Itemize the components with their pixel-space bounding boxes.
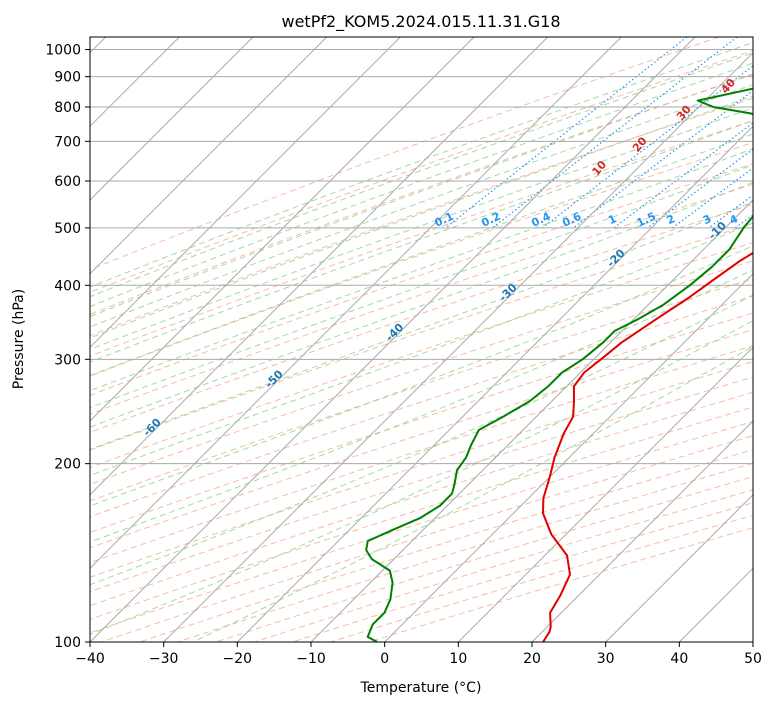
- x-tick-label: −30: [149, 651, 179, 667]
- chart-title: wetPf2_KOM5.2024.015.11.31.G18: [281, 12, 560, 32]
- x-tick-label: 30: [597, 651, 615, 667]
- x-axis: −40 −30 −20 −10 0 10 20 30 40 50: [75, 642, 762, 667]
- isotherm-line: [90, 37, 696, 642]
- x-tick-label: 20: [523, 651, 541, 667]
- isotherm-line: [90, 37, 475, 422]
- y-axis-label: Pressure (hPa): [11, 289, 27, 389]
- dewpoint-line: [365, 87, 753, 642]
- isotherm-line: [90, 37, 622, 570]
- dry-adiabat-line: [90, 183, 753, 415]
- moist-adiabat-line: [90, 181, 753, 428]
- isotherm-line: [90, 37, 254, 201]
- x-axis-label: Temperature (°C): [360, 680, 482, 696]
- moist-adiabat-line: [90, 294, 753, 586]
- y-tick-label: 1000: [45, 43, 81, 59]
- isotherm-line: [90, 37, 328, 275]
- isotherm-line: [605, 493, 753, 642]
- temperature-line: [542, 251, 753, 642]
- moist-adiabat-line: [90, 164, 753, 409]
- x-tick-label: 50: [744, 651, 762, 667]
- moist-adiabat-line: [192, 345, 753, 642]
- profile-lines: [365, 87, 753, 642]
- isotherm-line: [457, 346, 753, 642]
- dry-adiabat-line: [90, 97, 753, 337]
- isobar-gridlines: [90, 49, 753, 642]
- mixing-ratio-line: [572, 89, 753, 229]
- dry-adiabat-line: [90, 142, 753, 377]
- isotherm-line: [384, 272, 753, 642]
- dry-adiabat-line: [90, 391, 753, 607]
- y-tick-label: 600: [54, 174, 81, 190]
- dry-adiabat-line: [90, 278, 753, 502]
- moist-adiabat-line: [90, 62, 753, 308]
- x-tick-label: 0: [380, 651, 389, 667]
- y-tick-label: 100: [54, 635, 81, 651]
- dry-adiabat-line: [90, 74, 753, 315]
- mixing-ratio-line: [672, 167, 753, 229]
- moist-adiabat-line: [90, 222, 753, 477]
- y-tick-label: 700: [54, 134, 81, 150]
- moist-adiabat-line: [90, 52, 753, 298]
- isotherms: [90, 37, 753, 642]
- moist-adiabat-line: [90, 41, 753, 288]
- dry-adiabat-line: [90, 223, 753, 451]
- moist-adiabat-line: [90, 201, 753, 451]
- x-tick-label: −10: [296, 651, 326, 667]
- isotherm-line: [90, 37, 401, 349]
- dry-adiabat-line: [90, 312, 753, 534]
- isotherm-line: [531, 420, 753, 642]
- x-tick-label: −40: [75, 651, 105, 667]
- y-tick-label: 900: [54, 70, 81, 86]
- y-tick-label: 200: [54, 457, 81, 473]
- y-tick-label: 800: [54, 100, 81, 116]
- dry-adiabat-line: [90, 163, 753, 396]
- plot-frame: [89, 36, 754, 643]
- dry-adiabat-line: [90, 50, 753, 293]
- x-tick-label: 10: [449, 651, 467, 667]
- mixing-ratio-line: [542, 65, 753, 229]
- isotherm-line: [236, 125, 753, 642]
- plot-area: 0.10.20.40.611.52346810131620253036-100-…: [90, 37, 753, 642]
- dry-adiabat-line: [90, 361, 753, 578]
- y-tick-label: 300: [54, 352, 81, 368]
- moist-adiabat-line: [90, 84, 753, 328]
- y-tick-label: 400: [54, 278, 81, 294]
- moist-adiabat-line: [90, 107, 753, 351]
- isotherm-line: [90, 37, 549, 496]
- isotherm-line: [163, 51, 753, 642]
- x-tick-label: −20: [223, 651, 253, 667]
- x-tick-label: 40: [670, 651, 688, 667]
- moist-adiabat-line: [90, 320, 753, 635]
- y-tick-label: 500: [54, 221, 81, 237]
- isotherm-line: [310, 199, 753, 642]
- moist-adiabats: [90, 41, 753, 642]
- y-axis: 100 200 300 400 500 600 700 800 900 1000: [45, 43, 90, 651]
